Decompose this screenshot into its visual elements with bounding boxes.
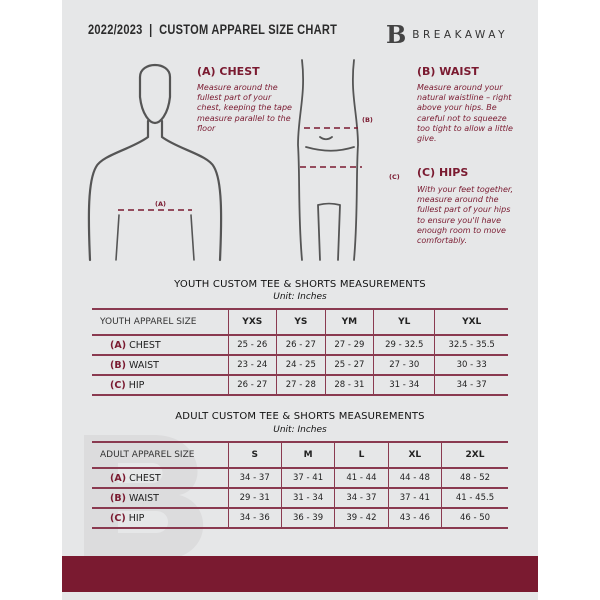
table-row: (C) HIP 34 - 36 36 - 39 39 - 42 43 - 46 46 - … (92, 507, 508, 529)
measure-label: (A) CHEST (92, 334, 228, 356)
measure-name: CHEST (129, 472, 161, 484)
size-value-cell: 41 - 45.5 (441, 487, 508, 509)
youth-table-title: YOUTH CUSTOM TEE & SHORTS MEASUREMENTS (174, 279, 426, 290)
measure-code: (A) (110, 472, 127, 484)
measure-label: (C) HIP (92, 507, 228, 529)
measure-code: (B) (110, 492, 126, 504)
chest-marker: (A) (155, 200, 166, 208)
page-title: 2022/2023 | CUSTOM APPAREL SIZE CHART (88, 22, 338, 37)
size-value-cell: 43 - 46 (387, 507, 442, 529)
size-header: YXS (227, 308, 277, 336)
logo-text: BREAKAWAY (412, 28, 509, 41)
measure-code: (B) (110, 359, 126, 371)
size-header: 2XL (441, 441, 508, 469)
measure-code: (C) (110, 379, 126, 391)
size-value-cell: 41 - 44 (334, 467, 389, 489)
adult-table-unit: Unit: Inches (273, 425, 327, 435)
size-value-cell: 37 - 41 (280, 467, 335, 489)
size-header: YS (276, 308, 326, 336)
size-value-cell: 32.5 - 35.5 (434, 334, 508, 356)
size-value-cell: 31 - 34 (280, 487, 335, 509)
measure-label: (B) WAIST (92, 487, 228, 509)
hips-instructions: With your feet together, measure around … (417, 185, 514, 246)
adult-size-table: ADULT APPAREL SIZE S M L XL 2XL (A) CHEST 34 - … (92, 441, 508, 529)
size-header: YL (373, 308, 435, 336)
size-value-cell: 37 - 41 (387, 487, 442, 509)
table-row: (B) WAIST 23 - 24 24 - 25 25 - 27 27 - 30 30 … (92, 354, 508, 376)
table-row: (B) WAIST 29 - 31 31 - 34 34 - 37 37 - 41 41 … (92, 487, 508, 509)
table-row: (C) HIP 26 - 27 27 - 28 28 - 31 31 - 34 34 - … (92, 374, 508, 396)
size-value-cell: 34 - 37 (334, 487, 389, 509)
size-value-cell: 28 - 31 (324, 374, 374, 396)
chest-heading: (A) CHEST (197, 65, 260, 78)
torso-figure (297, 59, 359, 261)
size-header: YM (324, 308, 374, 336)
adult-table-title: ADULT CUSTOM TEE & SHORTS MEASUREMENTS (175, 411, 425, 422)
table-row: (A) CHEST 25 - 26 26 - 27 27 - 29 29 - 32.5 3… (92, 334, 508, 356)
waist-heading: (B) WAIST (417, 65, 479, 78)
table-corner-label: YOUTH APPAREL SIZE (92, 308, 228, 336)
size-value-cell: 34 - 37 (434, 374, 508, 396)
measure-code: (C) (110, 512, 126, 524)
size-value-cell: 25 - 26 (227, 334, 277, 356)
waist-marker: (B) (362, 116, 373, 124)
size-value-cell: 24 - 25 (276, 354, 326, 376)
measure-name: HIP (128, 379, 145, 391)
hips-heading: (C) HIPS (417, 166, 469, 179)
measure-name: WAIST (128, 359, 159, 371)
size-value-cell: 27 - 30 (373, 354, 435, 376)
measure-label: (A) CHEST (92, 467, 228, 489)
size-value-cell: 31 - 34 (373, 374, 435, 396)
measure-label: (B) WAIST (92, 354, 228, 376)
size-header: M (280, 441, 335, 469)
brand-logo: B BREAKAWAY (386, 20, 508, 49)
size-value-cell: 46 - 50 (441, 507, 508, 529)
measure-code: (A) (110, 339, 127, 351)
size-header: XL (387, 441, 442, 469)
table-header-row: ADULT APPAREL SIZE S M L XL 2XL (92, 441, 508, 469)
size-value-cell: 27 - 29 (324, 334, 374, 356)
size-header: S (227, 441, 282, 469)
table-corner-label: ADULT APPAREL SIZE (92, 441, 228, 469)
youth-table-unit: Unit: Inches (273, 292, 327, 302)
size-value-cell: 29 - 32.5 (373, 334, 435, 356)
waist-instructions: Measure around your natural waistline – … (417, 83, 513, 144)
measure-name: CHEST (129, 339, 161, 351)
size-value-cell: 27 - 28 (276, 374, 326, 396)
table-header-row: YOUTH APPAREL SIZE YXS YS YM YL YXL (92, 308, 508, 336)
hip-marker: (C) (389, 173, 400, 181)
youth-size-table: YOUTH APPAREL SIZE YXS YS YM YL YXL (A) CHEST 2… (92, 308, 508, 396)
chest-instructions: Measure around the fullest part of your … (197, 83, 292, 133)
size-value-cell: 36 - 39 (280, 507, 335, 529)
size-value-cell: 29 - 31 (227, 487, 282, 509)
size-value-cell: 34 - 37 (227, 467, 282, 489)
table-row: (A) CHEST 34 - 37 37 - 41 41 - 44 44 - 48 48 … (92, 467, 508, 489)
size-value-cell: 44 - 48 (387, 467, 442, 489)
size-value-cell: 26 - 27 (227, 374, 277, 396)
size-header: L (334, 441, 389, 469)
size-value-cell: 34 - 36 (227, 507, 282, 529)
measure-label: (C) HIP (92, 374, 228, 396)
measure-name: HIP (128, 512, 145, 524)
measure-name: WAIST (128, 492, 159, 504)
shoulders-figure (87, 119, 223, 262)
size-value-cell: 23 - 24 (227, 354, 277, 376)
head-figure (138, 63, 172, 125)
size-header: YXL (434, 308, 508, 336)
footer-bar (62, 556, 538, 592)
size-value-cell: 25 - 27 (324, 354, 374, 376)
logo-mark: B (386, 20, 407, 49)
size-value-cell: 30 - 33 (434, 354, 508, 376)
body-illustrations (87, 59, 362, 262)
size-value-cell: 48 - 52 (441, 467, 508, 489)
size-value-cell: 26 - 27 (276, 334, 326, 356)
size-value-cell: 39 - 42 (334, 507, 389, 529)
